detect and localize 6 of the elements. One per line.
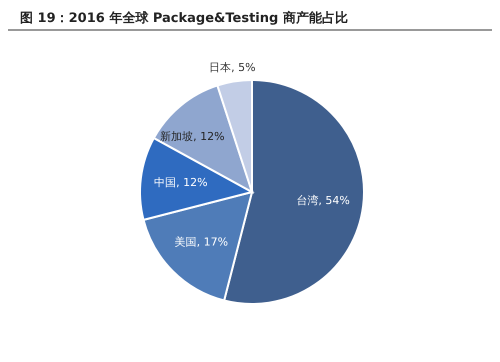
chart-title: 图 19：2016 年全球 Package&Testing 商产能占比 [20, 10, 348, 26]
slice-label: 中国, 12% [154, 176, 208, 190]
slice-label: 日本, 5% [209, 61, 256, 74]
slice-label: 美国, 17% [174, 236, 228, 249]
slice-label: 台湾, 54% [296, 194, 350, 207]
slice-label: 新加坡, 12% [160, 130, 225, 143]
